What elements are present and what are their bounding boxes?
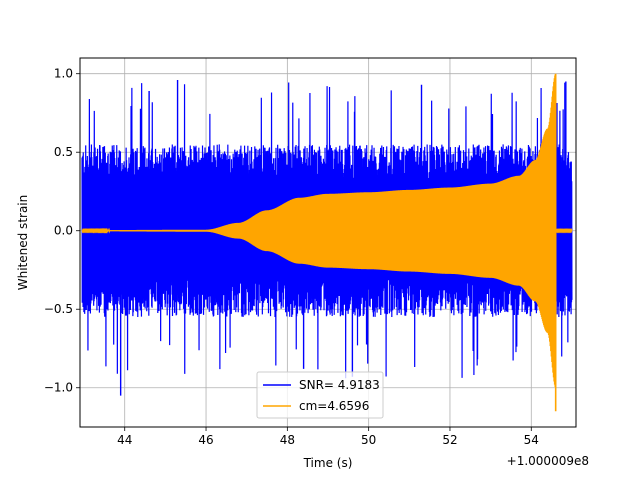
x-axis-label: Time (s) <box>303 456 353 470</box>
y-tick-label: 0.5 <box>54 145 73 159</box>
ticks: 44 46 48 50 52 54 −1.0 −0.5 0.0 0.5 1.0 <box>44 67 539 447</box>
legend-entry-snr: SNR= 4.9183 <box>299 378 380 392</box>
legend: SNR= 4.9183 cm=4.6596 <box>256 371 384 419</box>
legend-entry-cm: cm=4.6596 <box>299 399 369 413</box>
series-cm-line <box>81 73 573 388</box>
plot-frame <box>79 57 577 428</box>
x-tick-label: 50 <box>361 433 376 447</box>
x-tick-label: 54 <box>524 433 539 447</box>
y-tick-label: 1.0 <box>54 67 73 81</box>
x-tick-label: 52 <box>442 433 457 447</box>
x-axis-offset-label: +1.000009e8 <box>507 454 589 468</box>
y-tick-label: −0.5 <box>44 302 73 316</box>
x-tick-label: 44 <box>117 433 132 447</box>
series-layer <box>81 73 573 412</box>
x-tick-label: 48 <box>280 433 295 447</box>
x-tick-label: 46 <box>198 433 213 447</box>
y-tick-label: −1.0 <box>44 381 73 395</box>
y-tick-label: 0.0 <box>54 224 73 238</box>
y-axis-label: Whitened strain <box>16 195 30 291</box>
